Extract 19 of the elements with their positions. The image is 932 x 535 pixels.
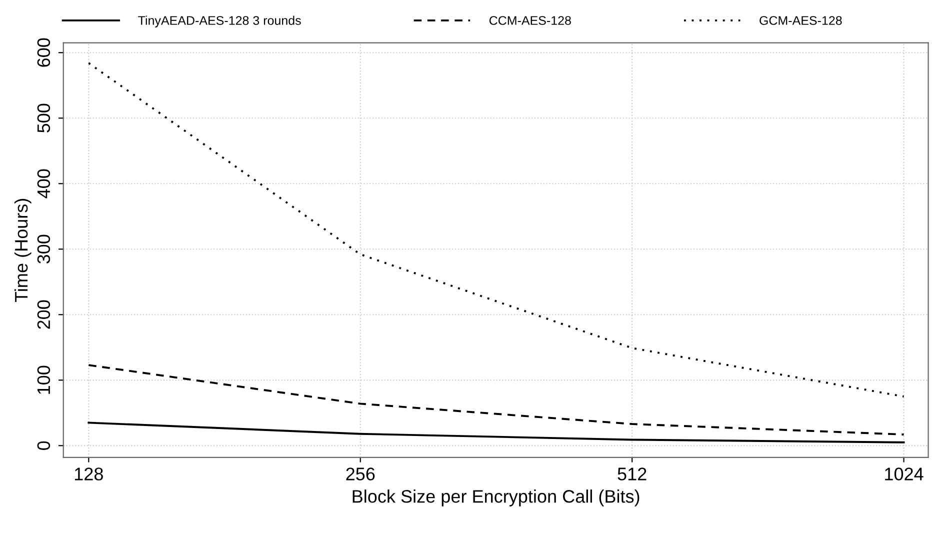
y-tick-label: 600: [37, 38, 50, 67]
x-tick-label: 128: [74, 468, 103, 480]
line-series: [88, 62, 905, 398]
y-tick-label: 100: [37, 366, 50, 394]
y-tick-label: 0: [37, 441, 50, 450]
legend-label: CCM-AES-128: [489, 16, 571, 25]
x-tick-label: 1024: [885, 468, 924, 480]
y-tick-label: 200: [37, 300, 50, 329]
line-series: [88, 364, 905, 436]
line-series: [88, 422, 905, 444]
y-axis-title: Time (Hours): [14, 198, 32, 302]
x-tick-label: 512: [618, 468, 646, 480]
x-axis-title: Block Size per Encryption Call (Bits): [352, 490, 640, 506]
legend-label: TinyAEAD-AES-128 3 rounds: [138, 16, 301, 28]
legend-label: GCM-AES-128: [760, 16, 842, 25]
y-tick-label: 500: [37, 104, 50, 132]
y-tick-label: 300: [37, 234, 50, 264]
x-tick-label: 256: [346, 468, 375, 480]
y-tick-label: 400: [37, 169, 50, 198]
